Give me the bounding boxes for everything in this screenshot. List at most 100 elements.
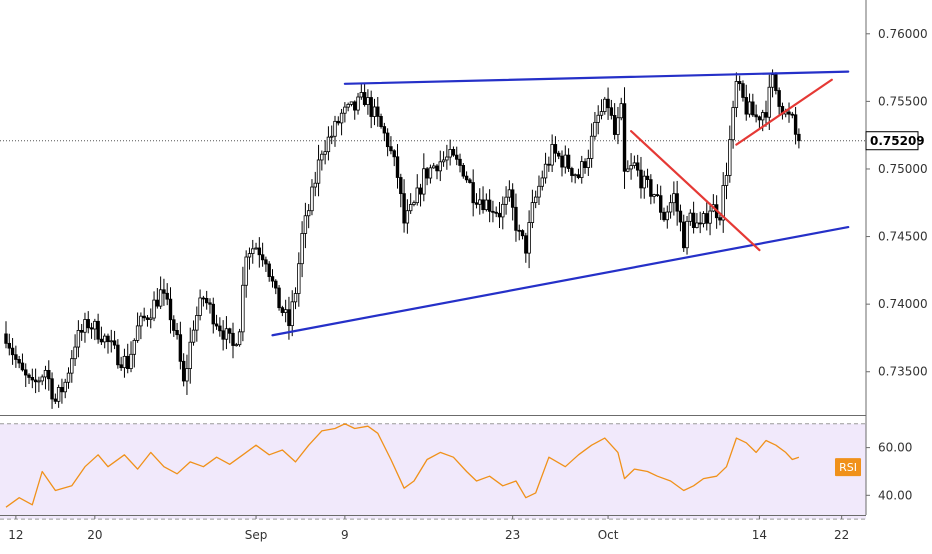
candle-body — [619, 103, 623, 119]
candle-body — [385, 132, 390, 148]
candle-body — [576, 174, 581, 178]
candle — [198, 289, 202, 321]
candle — [790, 111, 795, 119]
candle — [214, 314, 219, 330]
candle — [195, 306, 199, 342]
candle-body — [63, 381, 67, 393]
candle — [616, 106, 620, 145]
candle — [517, 224, 521, 241]
candle-body — [336, 120, 340, 124]
candle — [7, 333, 11, 356]
price-tick-label: 0.75500 — [878, 94, 928, 108]
candle-body — [188, 341, 192, 369]
candle-body — [392, 150, 396, 158]
candle — [145, 314, 150, 327]
candle-body — [79, 330, 84, 333]
candle-body — [451, 149, 456, 156]
candle — [336, 116, 340, 126]
candle — [109, 329, 113, 353]
candle — [366, 89, 370, 115]
candle — [63, 378, 67, 399]
candle-body — [359, 92, 364, 98]
candle — [415, 174, 419, 206]
candle-body — [583, 161, 587, 168]
candle-body — [728, 139, 732, 176]
candle-body — [478, 199, 482, 205]
candle — [211, 297, 215, 334]
candle — [731, 100, 735, 149]
candle — [267, 261, 271, 282]
candle-body — [195, 315, 199, 331]
candle — [698, 211, 702, 234]
candle-body — [343, 106, 347, 114]
candle — [520, 229, 525, 240]
candle-body — [418, 187, 423, 195]
candle — [83, 312, 87, 343]
candle-body — [514, 206, 518, 231]
candle-body — [287, 309, 291, 327]
candle-body — [507, 189, 512, 198]
trendline-rising-channel — [735, 78, 833, 146]
candle-body — [527, 222, 531, 254]
candle-body — [313, 182, 317, 188]
candle-body — [431, 165, 436, 169]
candle-body — [260, 254, 265, 261]
candle — [685, 216, 689, 255]
candle — [24, 363, 28, 388]
candle — [461, 163, 466, 179]
candle — [162, 278, 166, 306]
candle — [353, 100, 357, 120]
candle — [119, 356, 123, 371]
candle-body — [316, 159, 321, 184]
candle — [609, 99, 614, 120]
candle-body — [464, 175, 469, 181]
candle-body — [237, 331, 242, 346]
candle-body — [751, 101, 755, 116]
candle — [372, 98, 377, 126]
candle — [688, 209, 693, 226]
candle-body — [793, 114, 798, 135]
candle-body — [731, 107, 735, 141]
candle-body — [10, 347, 15, 356]
candle-body — [632, 162, 637, 166]
candle-body — [333, 120, 337, 137]
rsi-tick-label: 40.00 — [878, 488, 912, 502]
candle — [576, 168, 581, 180]
candle-body — [76, 330, 81, 348]
candle — [675, 180, 679, 226]
candle-body — [399, 177, 403, 195]
candle-body — [346, 103, 350, 108]
candle-body — [293, 293, 298, 303]
candle-body — [672, 193, 676, 204]
candle — [260, 242, 265, 267]
candle — [10, 338, 15, 365]
candle — [642, 170, 646, 199]
candle — [629, 153, 633, 180]
candle — [221, 320, 225, 351]
candle-body — [428, 167, 433, 179]
candle-body — [50, 378, 54, 400]
candle-body — [376, 106, 380, 117]
time-tick-label: 9 — [341, 528, 349, 542]
candle — [132, 338, 137, 368]
candle-body — [481, 199, 485, 211]
candle — [724, 162, 729, 200]
candle-body — [218, 325, 222, 332]
candle — [172, 315, 176, 337]
candle — [53, 393, 58, 405]
candle — [510, 183, 515, 221]
candle-body — [593, 121, 597, 137]
candle — [682, 214, 686, 252]
candle-body — [408, 204, 413, 212]
candle-body — [7, 342, 11, 349]
time-tick-label: Sep — [245, 528, 268, 542]
candle-body — [30, 377, 35, 381]
candle-body — [596, 114, 600, 123]
candle — [474, 193, 479, 209]
candle — [540, 170, 544, 191]
candle-body — [112, 340, 117, 346]
candle — [705, 200, 709, 231]
candle — [175, 322, 179, 340]
price-tick-label: 0.73500 — [878, 365, 928, 379]
candle-body — [129, 353, 133, 369]
